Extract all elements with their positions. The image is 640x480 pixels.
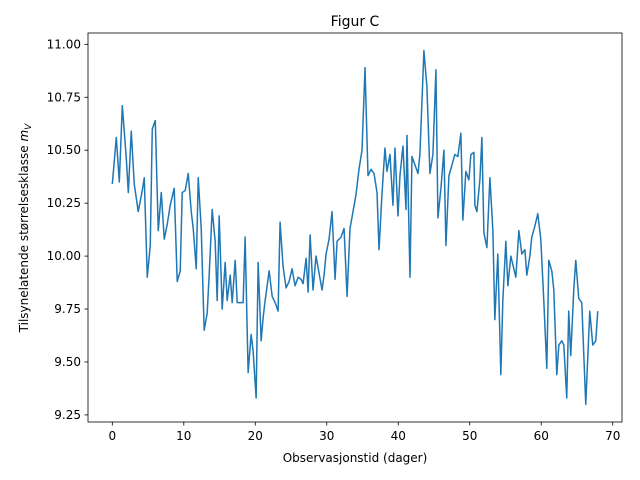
- x-tick-label: 50: [462, 429, 477, 443]
- plot-frame: [87, 32, 623, 423]
- x-tick-label: 0: [108, 429, 116, 443]
- x-tick-label: 10: [176, 429, 191, 443]
- x-tick-label: 20: [248, 429, 263, 443]
- y-tick-label: 10.50: [47, 143, 81, 157]
- x-tick-label: 40: [391, 429, 406, 443]
- x-tick-label: 60: [534, 429, 549, 443]
- y-tick-label: 9.75: [54, 302, 81, 316]
- y-axis-label: Tilsynelatende størrelsesklasse mV: [17, 123, 34, 334]
- data-line: [111, 49, 599, 406]
- y-axis-label-subscript: V: [24, 123, 34, 130]
- y-tick-label: 11.00: [47, 37, 81, 51]
- x-tick-label: 70: [605, 429, 620, 443]
- x-tick-label: 30: [319, 429, 334, 443]
- y-axis-label-symbol: m: [17, 130, 31, 142]
- y-tick-label: 10.25: [47, 196, 81, 210]
- y-tick-label: 9.50: [54, 355, 81, 369]
- x-axis-label: Observasjonstid (dager): [283, 451, 428, 465]
- y-tick-label: 10.75: [47, 90, 81, 104]
- y-axis-label-text: Tilsynelatende størrelsesklasse: [17, 145, 31, 333]
- y-tick-label: 9.25: [54, 408, 81, 422]
- chart-title: Figur C: [331, 14, 380, 30]
- y-tick-label: 10.00: [47, 249, 81, 263]
